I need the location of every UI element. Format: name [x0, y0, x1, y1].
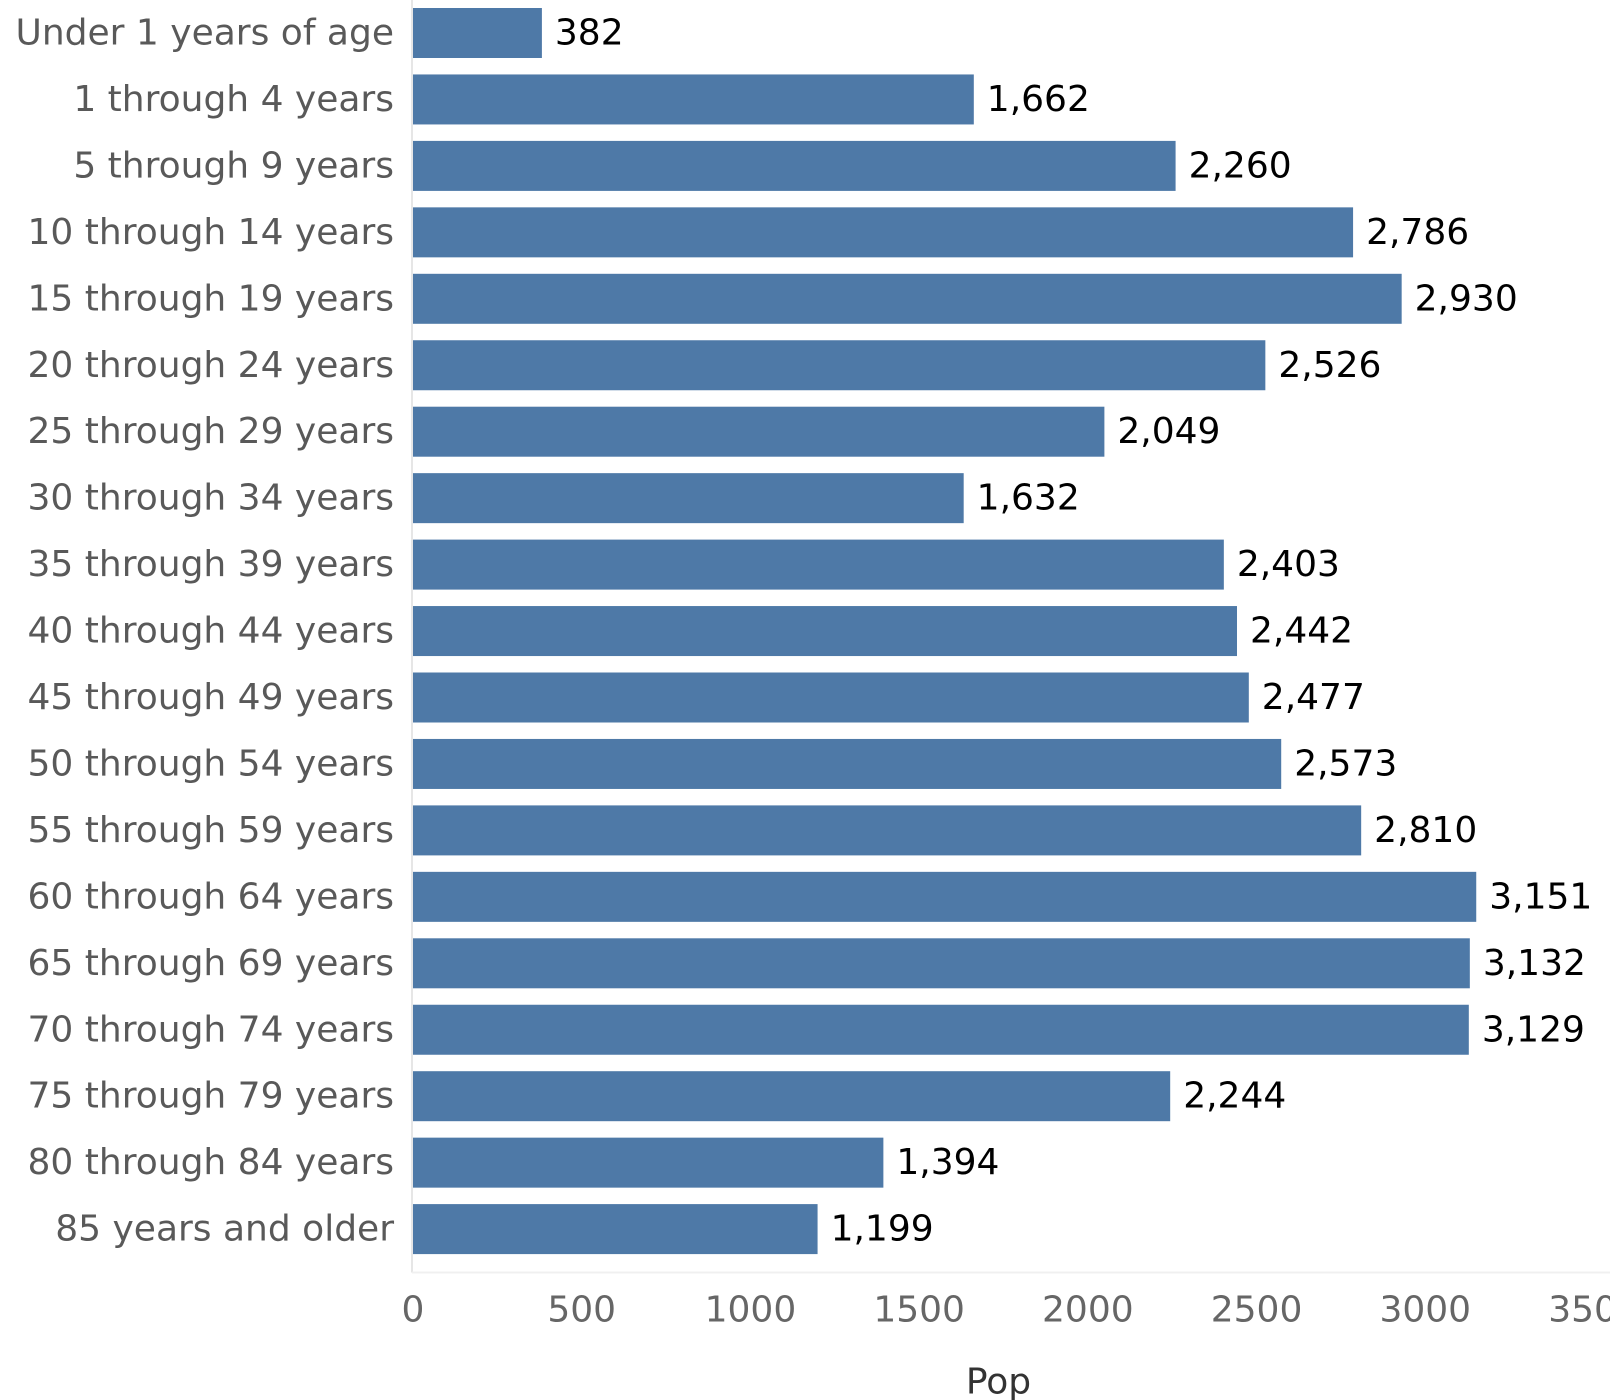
category-label: 25 through 29 years — [28, 411, 394, 452]
bar-value-label: 2,573 — [1294, 743, 1397, 784]
bar — [413, 805, 1362, 856]
bar-value-label: 3,151 — [1489, 876, 1592, 917]
bar — [413, 1137, 884, 1188]
bar — [413, 207, 1354, 258]
bar-value-label: 3,132 — [1483, 943, 1586, 984]
category-label: 20 through 24 years — [28, 345, 394, 386]
bar — [413, 273, 1402, 324]
x-axis-title: Pop — [966, 1362, 1031, 1400]
category-label: 55 through 59 years — [28, 810, 394, 851]
value-labels: 382 1,662 2,260 2,786 2,930 2,526 2,049 1,632 2,… — [555, 13, 1592, 1250]
category-label: 10 through 14 years — [28, 212, 394, 253]
category-label: 85 years and older — [55, 1209, 394, 1250]
bar-value-label: 3,129 — [1482, 1009, 1585, 1050]
bar — [413, 738, 1282, 789]
bar-value-label: 2,930 — [1415, 278, 1518, 319]
bar — [413, 1071, 1171, 1122]
category-label: 65 through 69 years — [28, 943, 394, 984]
category-label: 80 through 84 years — [28, 1142, 394, 1183]
category-label: 30 through 34 years — [28, 478, 394, 519]
x-tick-label: 0 — [402, 1290, 425, 1331]
category-label: 75 through 79 years — [28, 1076, 394, 1117]
bar-value-label: 1,394 — [896, 1142, 999, 1183]
bar — [413, 406, 1105, 457]
bar-value-label: 382 — [555, 13, 624, 54]
category-labels: Under 1 years of age 1 through 4 years 5 t… — [16, 13, 395, 1250]
category-label: 15 through 19 years — [28, 278, 394, 319]
category-label: 5 through 9 years — [73, 145, 394, 186]
bar — [413, 1204, 818, 1255]
bar — [413, 74, 974, 125]
bar-value-label: 1,632 — [977, 478, 1080, 519]
bar-value-label: 2,049 — [1117, 411, 1220, 452]
bar-value-label: 2,810 — [1374, 810, 1477, 851]
bar-value-label: 2,442 — [1250, 611, 1353, 652]
bar — [413, 473, 964, 524]
bar-value-label: 2,477 — [1262, 677, 1365, 718]
bars — [413, 8, 1477, 1255]
category-label: 1 through 4 years — [73, 79, 394, 120]
bar — [413, 340, 1266, 391]
bar-value-label: 2,260 — [1189, 145, 1292, 186]
category-label: Under 1 years of age — [16, 13, 394, 54]
x-tick-label: 2500 — [1211, 1290, 1303, 1331]
category-label: 45 through 49 years — [28, 677, 394, 718]
category-label: 35 through 39 years — [28, 544, 394, 585]
x-tick-label: 2000 — [1042, 1290, 1134, 1331]
bar — [413, 871, 1477, 922]
bar — [413, 8, 542, 58]
x-axis-ticks: 0 500 1000 1500 2000 2500 3000 3500 — [402, 1290, 1610, 1331]
category-label: 40 through 44 years — [28, 611, 394, 652]
bar-value-label: 1,662 — [987, 79, 1090, 120]
category-label: 50 through 54 years — [28, 743, 394, 784]
bar-value-label: 2,403 — [1237, 544, 1340, 585]
x-tick-label: 3000 — [1379, 1290, 1471, 1331]
x-tick-label: 1500 — [873, 1290, 965, 1331]
x-tick-label: 500 — [547, 1290, 616, 1331]
bar-value-label: 2,244 — [1183, 1076, 1286, 1117]
bar — [413, 1004, 1469, 1055]
bar — [413, 539, 1224, 590]
bar — [413, 606, 1238, 657]
bar-value-label: 2,786 — [1366, 212, 1469, 253]
category-label: 70 through 74 years — [28, 1009, 394, 1050]
category-label: 60 through 64 years — [28, 876, 394, 917]
x-tick-label: 3500 — [1548, 1290, 1610, 1331]
bar — [413, 672, 1249, 723]
bar-value-label: 1,199 — [831, 1209, 934, 1250]
bar-value-label: 2,526 — [1278, 345, 1381, 386]
bar — [413, 938, 1470, 989]
x-tick-label: 1000 — [705, 1290, 797, 1331]
bar — [413, 140, 1176, 191]
